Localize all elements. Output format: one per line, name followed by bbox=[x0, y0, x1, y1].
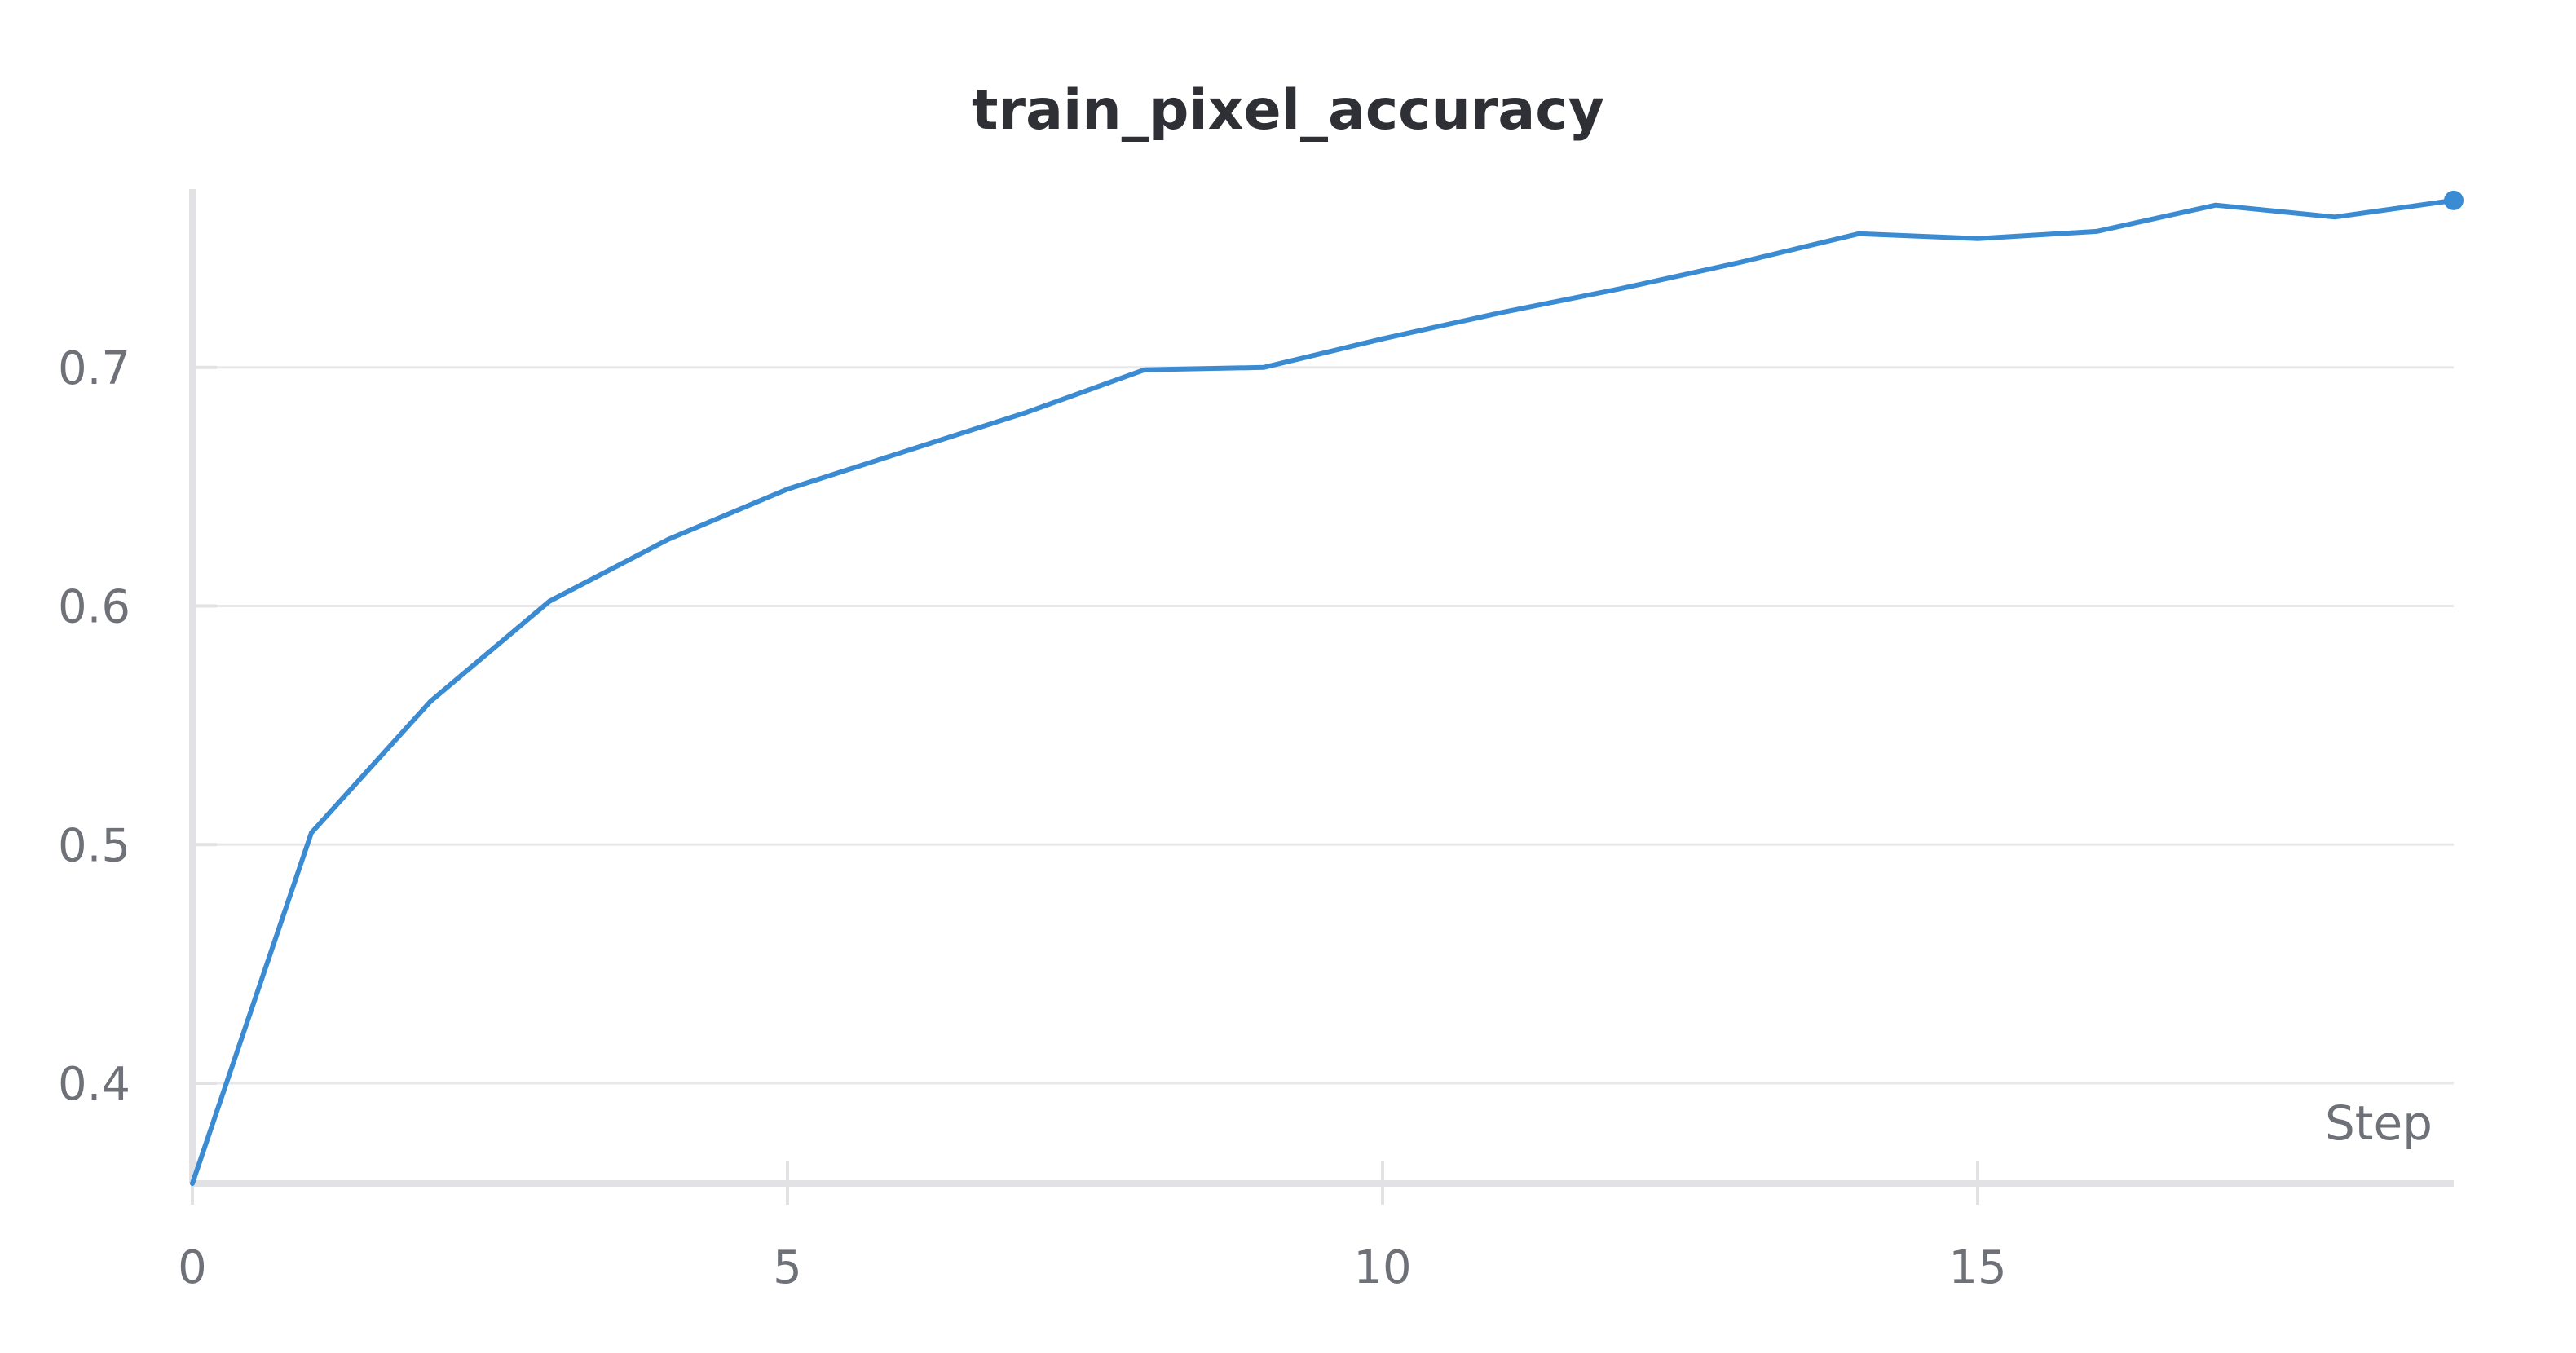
series-layer bbox=[190, 190, 2464, 1186]
x-tick-label: 5 bbox=[773, 1241, 802, 1294]
series-end-point bbox=[2444, 190, 2464, 210]
series-line bbox=[190, 197, 2456, 1186]
x-tick-label: 15 bbox=[1948, 1241, 2006, 1294]
grid-lines bbox=[192, 366, 2454, 1085]
y-tick-label: 0.6 bbox=[58, 581, 130, 634]
x-axis-label: Step bbox=[2325, 1095, 2433, 1151]
y-tick-label: 0.5 bbox=[58, 819, 130, 872]
axis-ticks: 0.4 0.5 0.6 0.7 0 5 10 15 bbox=[58, 342, 2007, 1294]
chart-title: train_pixel_accuracy bbox=[972, 78, 1604, 143]
axes bbox=[189, 189, 2454, 1187]
y-tick-label: 0.4 bbox=[58, 1058, 130, 1111]
x-tick-label: 10 bbox=[1353, 1241, 1411, 1294]
y-tick-label: 0.7 bbox=[58, 342, 130, 395]
x-tick-label: 0 bbox=[178, 1241, 207, 1294]
